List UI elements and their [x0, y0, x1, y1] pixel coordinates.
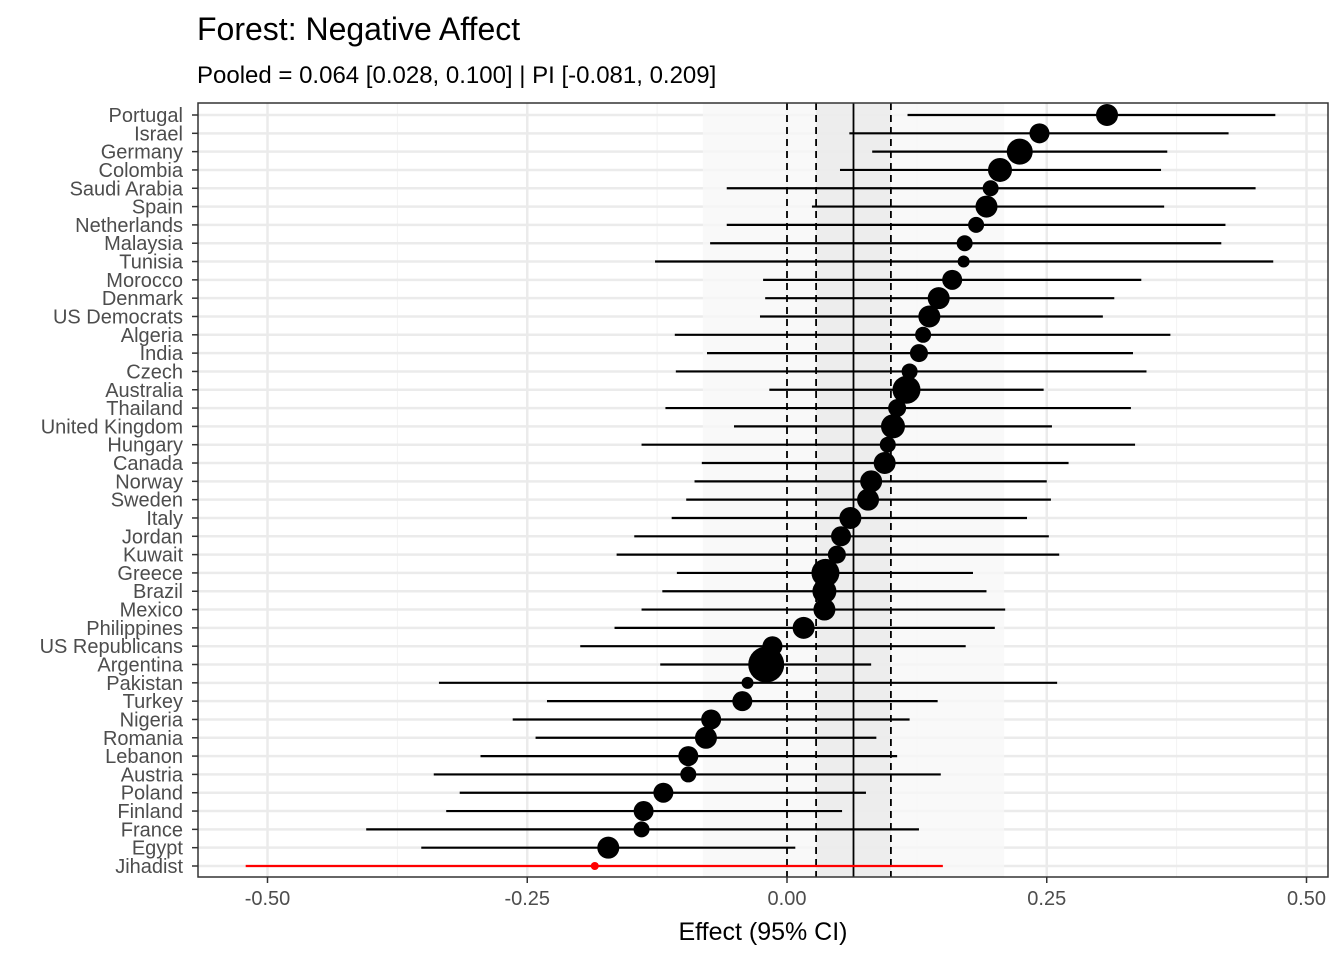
chart-subtitle: Pooled = 0.064 [0.028, 0.100] | PI [-0.0…: [197, 62, 716, 89]
y-tick-label: Greece: [117, 563, 183, 585]
point-thailand: [888, 399, 907, 418]
point-jordan: [831, 526, 852, 547]
point-poland: [653, 782, 674, 803]
point-denmark: [927, 287, 950, 310]
point-czech: [901, 363, 918, 380]
y-tick-label: Turkey: [123, 691, 183, 713]
point-portugal: [1096, 104, 1119, 126]
y-tick-label: US Republicans: [40, 636, 183, 658]
point-jihadist: [590, 862, 599, 870]
point-austria: [680, 766, 697, 783]
y-tick-label: Philippines: [86, 618, 183, 640]
y-tick-label: Norway: [115, 471, 183, 493]
y-tick-label: Portugal: [109, 105, 184, 127]
x-tick-label: -0.50: [245, 888, 291, 910]
y-tick-label: Thailand: [106, 398, 183, 420]
point-romania: [694, 726, 717, 749]
point-netherlands: [968, 216, 985, 233]
y-tick-label: Finland: [117, 801, 183, 823]
point-brazil: [812, 579, 837, 604]
point-us-democrats: [918, 305, 941, 328]
y-tick-label: Pakistan: [106, 673, 183, 695]
point-spain: [975, 195, 998, 218]
y-tick-label: Morocco: [106, 270, 183, 292]
point-kuwait: [827, 545, 846, 564]
point-nigeria: [701, 709, 722, 730]
point-tunisia: [957, 255, 970, 268]
point-saudi-arabia: [982, 180, 999, 197]
point-greece: [811, 558, 840, 587]
y-tick-label: Spain: [132, 197, 183, 219]
point-india: [909, 344, 928, 363]
point-lebanon: [678, 746, 699, 767]
point-sweden: [857, 488, 880, 511]
y-tick-label: Czech: [126, 361, 183, 383]
y-tick-label: Argentina: [97, 655, 183, 677]
point-hungary: [879, 436, 896, 453]
point-australia: [892, 375, 921, 404]
y-tick-label: Poland: [121, 783, 183, 805]
y-tick-label: Mexico: [120, 600, 183, 622]
y-tick-label: Israel: [134, 123, 183, 145]
y-tick-label: Brazil: [133, 581, 183, 603]
point-mexico: [813, 598, 836, 621]
point-canada: [873, 452, 896, 475]
y-tick-label: Sweden: [111, 490, 183, 512]
point-france: [633, 821, 650, 838]
y-tick-label: Algeria: [121, 325, 184, 347]
y-tick-label: Kuwait: [123, 545, 183, 567]
point-morocco: [942, 269, 963, 290]
point-colombia: [987, 157, 1012, 182]
y-tick-label: Colombia: [99, 160, 184, 182]
point-turkey: [732, 691, 753, 712]
panel-border: [197, 102, 1329, 878]
y-tick-label: Romania: [103, 728, 184, 750]
y-tick-label: Italy: [146, 508, 183, 530]
y-tick-label: Egypt: [132, 838, 184, 860]
point-united-kingdom: [880, 414, 905, 439]
y-tick-label: Hungary: [107, 435, 183, 457]
y-tick-label: Denmark: [102, 288, 184, 310]
point-argentina: [748, 646, 785, 683]
x-tick-label: 0.00: [768, 888, 807, 910]
y-tick-label: Canada: [113, 453, 184, 475]
y-tick-label: US Democrats: [53, 306, 183, 328]
y-tick-label: Netherlands: [75, 215, 183, 237]
y-tick-label: Jihadist: [115, 856, 183, 878]
point-algeria: [915, 326, 932, 343]
chart-title: Forest: Negative Affect: [197, 11, 520, 47]
x-axis-label: Effect (95% CI): [678, 918, 847, 946]
y-tick-label: Saudi Arabia: [70, 178, 184, 200]
y-tick-label: Tunisia: [119, 252, 184, 274]
y-tick-label: Germany: [101, 142, 183, 164]
point-egypt: [597, 836, 620, 859]
y-tick-label: France: [121, 819, 183, 841]
point-finland: [633, 801, 654, 822]
y-tick-label: Jordan: [122, 526, 183, 548]
point-italy: [839, 506, 862, 529]
y-tick-label: Australia: [105, 380, 184, 402]
y-tick-label: Malaysia: [104, 233, 184, 255]
point-pakistan: [741, 676, 754, 689]
y-tick-label: India: [140, 343, 184, 365]
y-tick-label: Austria: [121, 764, 184, 786]
y-tick-label: Nigeria: [120, 709, 184, 731]
x-tick-label: 0.50: [1287, 888, 1326, 910]
y-tick-label: Lebanon: [105, 746, 183, 768]
x-tick-label: -0.25: [504, 888, 550, 910]
x-tick-label: 0.25: [1027, 888, 1066, 910]
point-malaysia: [956, 235, 973, 252]
y-tick-label: United Kingdom: [41, 416, 183, 438]
point-philippines: [792, 616, 815, 639]
point-norway: [860, 470, 883, 493]
point-germany: [1006, 138, 1033, 165]
point-israel: [1029, 123, 1050, 144]
